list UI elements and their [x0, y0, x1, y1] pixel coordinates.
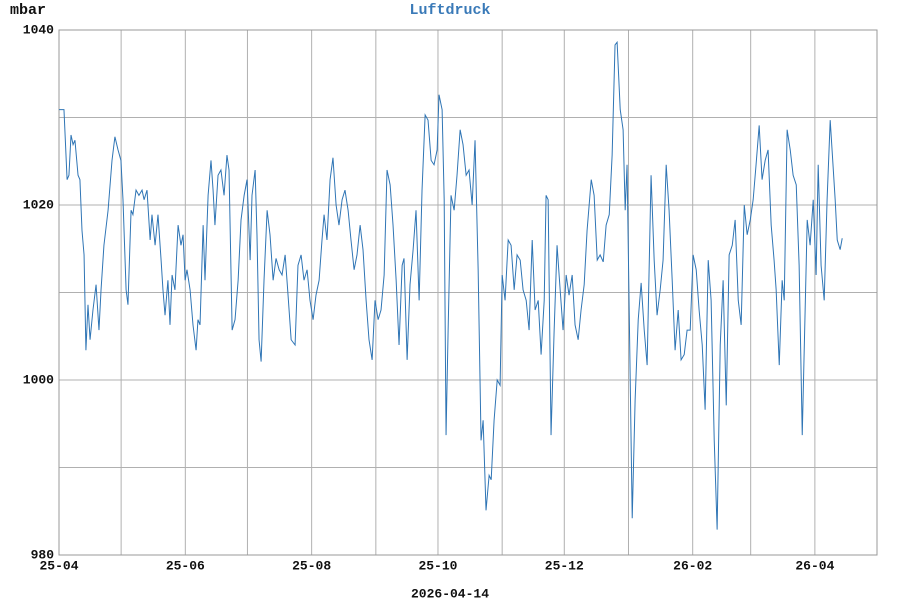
date-label: 2026-04-14 — [411, 586, 489, 600]
x-tick-label: 25-04 — [39, 558, 78, 573]
x-tick-label: 25-10 — [418, 558, 457, 573]
x-tick-label: 25-12 — [545, 558, 584, 573]
y-unit: mbar — [10, 2, 46, 19]
line — [59, 40, 843, 530]
x-tick-label: 25-06 — [166, 558, 205, 573]
x-tick-label: 26-02 — [673, 558, 712, 573]
chart-title: Luftdruck — [409, 2, 490, 19]
x-tick-label: 26-04 — [795, 558, 834, 573]
y-tick-label: 980 — [31, 547, 55, 562]
y-tick-label: 1040 — [23, 22, 54, 37]
x-tick-label: 25-08 — [292, 558, 331, 573]
plot-frame — [58, 29, 878, 556]
y-tick-label: 1000 — [23, 372, 54, 387]
y-tick-label: 1020 — [23, 197, 54, 212]
